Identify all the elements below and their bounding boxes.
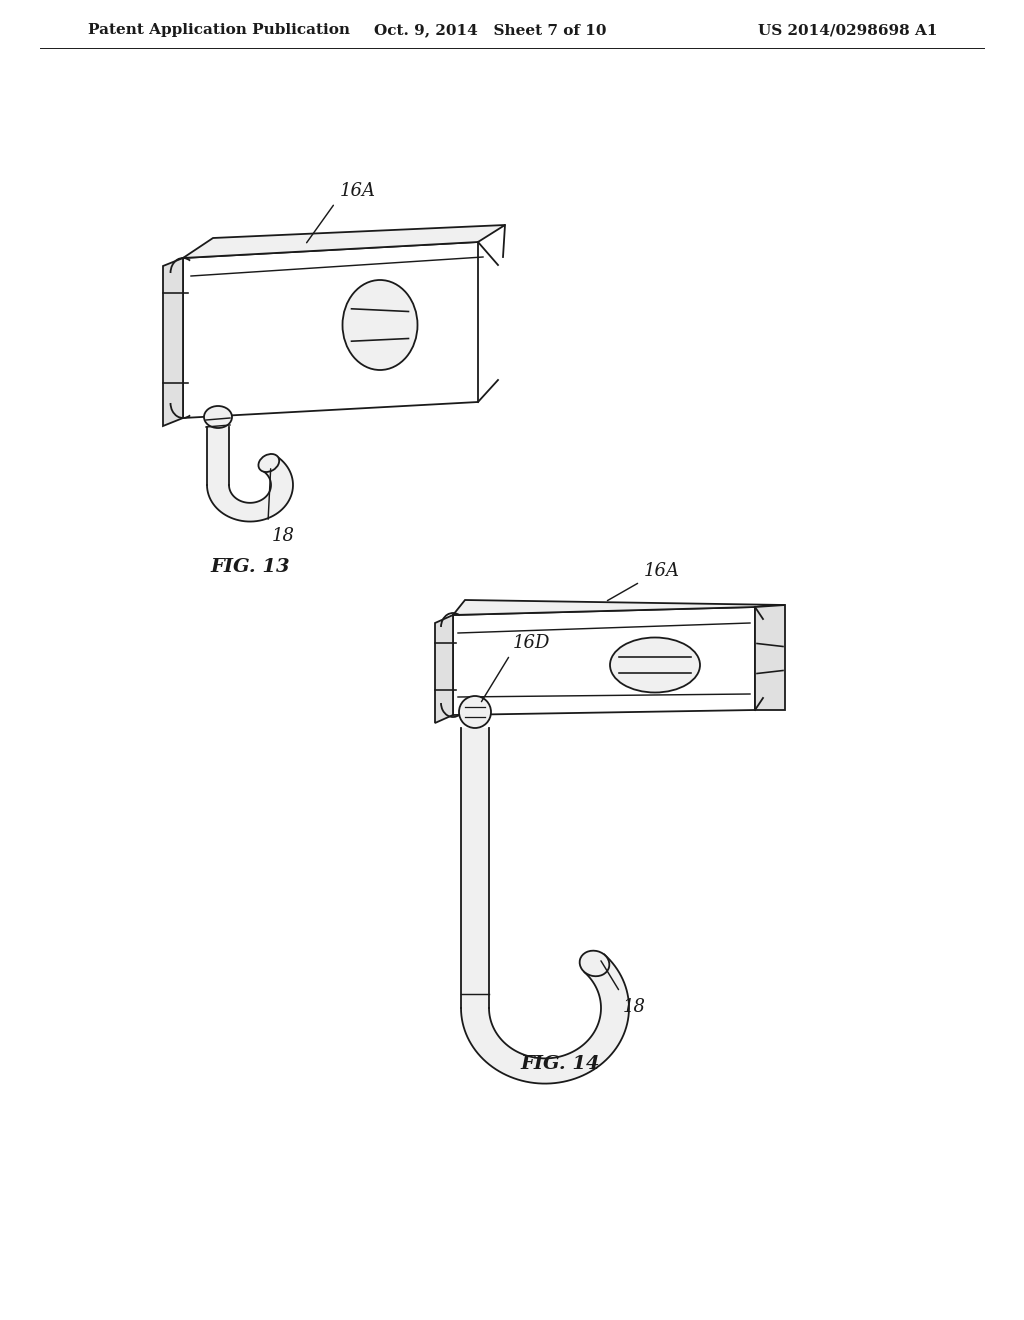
Polygon shape	[453, 601, 785, 615]
Circle shape	[459, 696, 490, 729]
Text: Oct. 9, 2014   Sheet 7 of 10: Oct. 9, 2014 Sheet 7 of 10	[374, 22, 606, 37]
Ellipse shape	[610, 638, 700, 693]
Ellipse shape	[580, 950, 609, 977]
Polygon shape	[183, 242, 478, 418]
Text: 16D: 16D	[513, 634, 550, 652]
Text: 18: 18	[623, 998, 646, 1016]
Text: 16A: 16A	[644, 562, 680, 579]
Polygon shape	[207, 426, 229, 484]
Text: Patent Application Publication: Patent Application Publication	[88, 22, 350, 37]
Polygon shape	[461, 954, 629, 1084]
Polygon shape	[461, 729, 489, 1008]
Text: US 2014/0298698 A1: US 2014/0298698 A1	[759, 22, 938, 37]
Ellipse shape	[342, 280, 418, 370]
Polygon shape	[453, 607, 755, 715]
Text: FIG. 14: FIG. 14	[520, 1055, 600, 1073]
Text: 18: 18	[272, 527, 295, 545]
Polygon shape	[163, 257, 183, 426]
Text: 16A: 16A	[340, 182, 376, 201]
Ellipse shape	[204, 407, 232, 428]
Polygon shape	[435, 615, 453, 723]
Polygon shape	[207, 455, 293, 521]
Polygon shape	[183, 224, 505, 257]
Text: FIG. 13: FIG. 13	[210, 558, 290, 576]
Polygon shape	[755, 605, 785, 710]
Ellipse shape	[258, 454, 280, 473]
